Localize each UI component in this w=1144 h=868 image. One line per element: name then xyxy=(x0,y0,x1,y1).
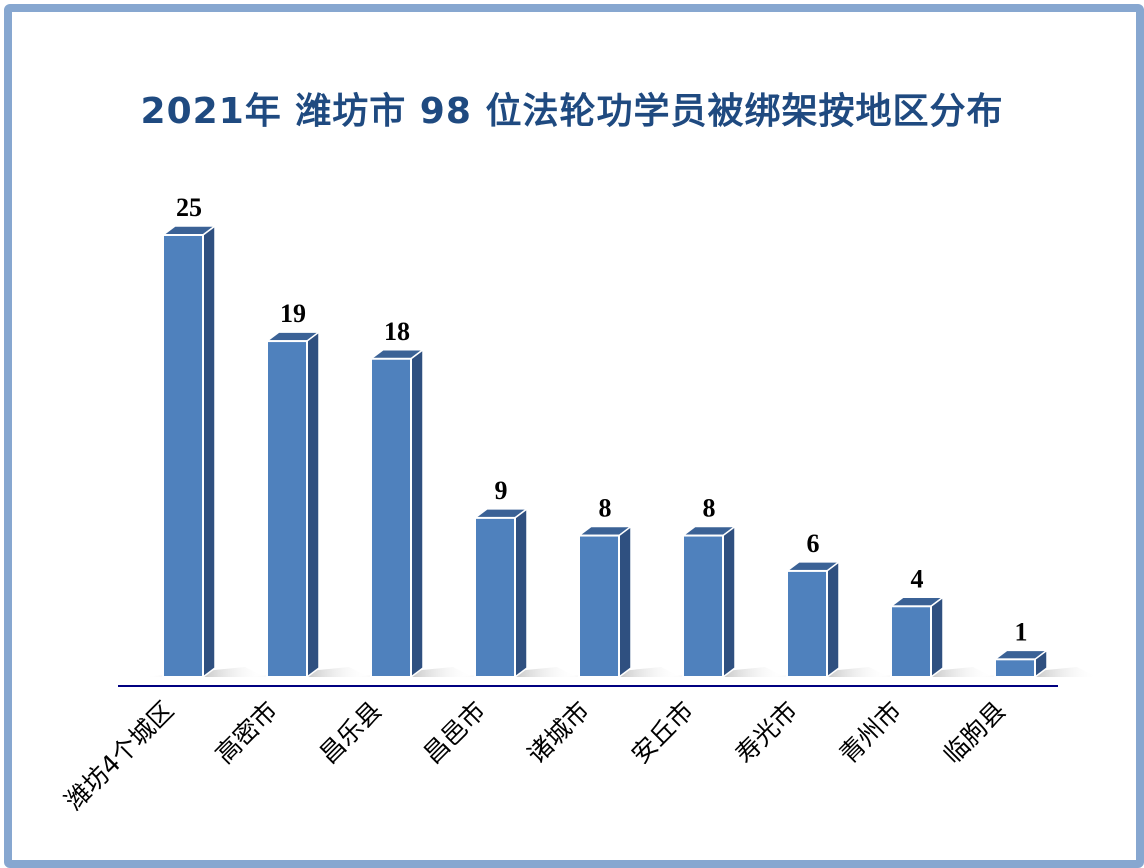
bar-side xyxy=(306,330,320,679)
x-tick-label: 寿光市 xyxy=(730,696,804,770)
bar xyxy=(578,534,620,678)
bar xyxy=(474,516,516,678)
x-tick-label: 高密市 xyxy=(210,696,284,770)
data-label: 19 xyxy=(280,299,306,328)
x-tick-label: 潍坊4个城区 xyxy=(59,696,179,816)
x-tick-label: 诸城市 xyxy=(522,696,596,770)
bar-side xyxy=(514,507,528,679)
x-tick-label: 昌乐县 xyxy=(314,696,388,770)
bar xyxy=(994,658,1036,679)
data-label: 18 xyxy=(384,317,410,346)
data-label: 8 xyxy=(599,494,612,523)
x-tick-label: 临朐县 xyxy=(938,696,1012,770)
data-label: 25 xyxy=(176,193,202,222)
data-label: 6 xyxy=(807,529,820,558)
bar xyxy=(786,569,828,678)
bar-side xyxy=(618,525,632,679)
bar xyxy=(890,605,932,679)
bar-side xyxy=(930,595,944,679)
data-label: 8 xyxy=(703,494,716,523)
data-label: 9 xyxy=(495,476,508,505)
bar-side xyxy=(826,560,840,679)
bar-side xyxy=(722,525,736,679)
chart-title: 2021年 潍坊市 98 位法轮功学员被绑架按地区分布 xyxy=(140,91,1004,132)
bar xyxy=(162,234,204,678)
data-label: 4 xyxy=(911,564,924,593)
bar xyxy=(682,534,724,678)
data-label: 1 xyxy=(1015,617,1028,646)
bar xyxy=(370,357,412,678)
x-tick-label: 昌邑市 xyxy=(418,696,492,770)
bar xyxy=(266,340,308,678)
x-tick-label: 安丘市 xyxy=(626,696,700,770)
bar-side xyxy=(410,348,424,679)
x-tick-label: 青州市 xyxy=(834,696,908,770)
bar-side xyxy=(202,224,216,679)
